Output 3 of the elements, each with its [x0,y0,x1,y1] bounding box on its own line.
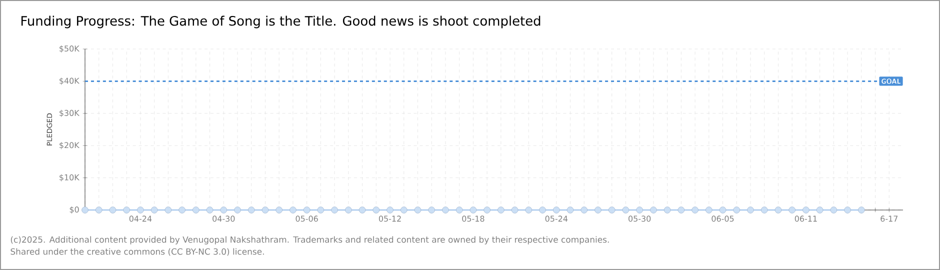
chart-title: Funding Progress: The Game of Song is the Title. Good news is shoot completed [21,16,540,28]
text: (c)2025. Additional content provided by Venugopal Nakshathram. Trademarks and related content are owned by their respective companies. [10,236,609,244]
text: Shared under the creative commons (CC BY-NC 3.0) license. [10,248,264,256]
